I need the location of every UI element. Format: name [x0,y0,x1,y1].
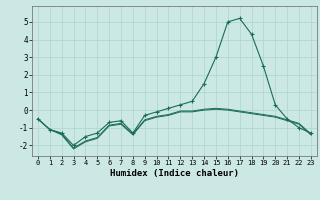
X-axis label: Humidex (Indice chaleur): Humidex (Indice chaleur) [110,169,239,178]
